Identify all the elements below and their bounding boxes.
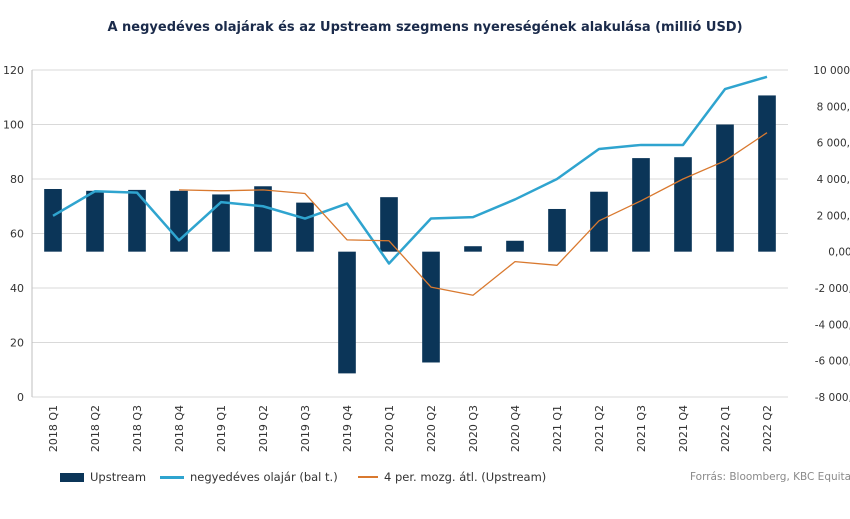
y-right-tick-label: 2 000,00 (817, 210, 850, 222)
x-tick-label: 2018 Q2 (89, 405, 102, 452)
bar-upstream (422, 251, 440, 363)
x-tick-label: 2021 Q3 (635, 405, 648, 452)
y-right-tick-label: -4 000,00 (815, 319, 850, 331)
x-tick-label: 2019 Q2 (257, 405, 270, 452)
legend-swatch-moving-average (358, 476, 378, 478)
legend-item-oil: negyedéves olajár (bal t.) (160, 470, 338, 484)
bar-upstream (170, 190, 188, 252)
y-right-tick-label: 10 000,00 (813, 65, 850, 77)
y-right-tick-label: -8 000,00 (815, 392, 850, 404)
x-tick-label: 2020 Q1 (383, 405, 396, 452)
bar-upstream (464, 246, 482, 252)
legend-swatch-upstream (60, 472, 84, 482)
y-left-tick-label: 120 (3, 64, 24, 77)
legend-label-oil: negyedéves olajár (bal t.) (190, 470, 338, 484)
x-tick-label: 2018 Q3 (131, 405, 144, 452)
bar-upstream (716, 124, 734, 252)
y-right-tick-label: 8 000,00 (817, 101, 850, 113)
y-right-tick-label: -6 000,00 (815, 356, 850, 368)
x-tick-label: 2019 Q4 (341, 405, 354, 452)
line-oil-price (52, 75, 768, 265)
y-left-tick-label: 80 (10, 173, 24, 186)
bar-upstream (338, 251, 356, 374)
x-tick-label: 2022 Q1 (719, 405, 732, 452)
legend-item-upstream: Upstream (60, 470, 146, 484)
x-tick-label: 2018 Q4 (173, 405, 186, 452)
source-note: Forrás: Bloomberg, KBC Equitas (690, 471, 850, 483)
bar-upstream (254, 186, 272, 252)
y-right-tick-label: 4 000,00 (817, 174, 850, 186)
bar-upstream (758, 95, 776, 252)
y-left-tick-label: 40 (10, 282, 24, 295)
x-tick-label: 2019 Q3 (299, 405, 312, 452)
legend-item-moving-average: 4 per. mozg. átl. (Upstream) (358, 470, 546, 484)
bar-upstream (44, 188, 62, 252)
y-left-tick-label: 100 (3, 119, 24, 132)
legend-swatch-oil (160, 475, 184, 479)
y-right-tick-label: -2 000,00 (815, 283, 850, 295)
legend-label-moving-average: 4 per. mozg. átl. (Upstream) (384, 470, 547, 484)
bar-upstream (632, 158, 650, 252)
bar-upstream (296, 202, 314, 252)
bar-upstream (212, 194, 230, 252)
chart-title: A negyedéves olajárak és az Upstream sze… (107, 20, 743, 35)
y-left-tick-label: 0 (17, 391, 24, 404)
bar-upstream (506, 240, 524, 252)
x-tick-label: 2021 Q2 (593, 405, 606, 452)
x-tick-label: 2020 Q2 (425, 405, 438, 452)
x-tick-label: 2021 Q4 (677, 405, 690, 452)
bar-upstream (86, 190, 104, 252)
y-left-tick-label: 60 (10, 228, 24, 241)
x-tick-label: 2018 Q1 (47, 405, 60, 452)
bar-upstream (380, 197, 398, 252)
line-moving-average (178, 132, 768, 296)
bar-upstream (548, 208, 566, 252)
x-tick-label: 2022 Q2 (761, 405, 774, 452)
x-tick-label: 2020 Q4 (509, 405, 522, 452)
y-left-tick-label: 20 (10, 337, 24, 350)
y-right-tick-label: 6 000,00 (817, 138, 850, 150)
bar-upstream (674, 157, 692, 252)
y-right-tick-label: 0,00 (828, 247, 850, 259)
x-tick-label: 2020 Q3 (467, 405, 480, 452)
x-tick-label: 2019 Q1 (215, 405, 228, 452)
legend-label-upstream: Upstream (90, 470, 147, 484)
bar-upstream (128, 189, 146, 252)
x-tick-label: 2021 Q1 (551, 405, 564, 452)
